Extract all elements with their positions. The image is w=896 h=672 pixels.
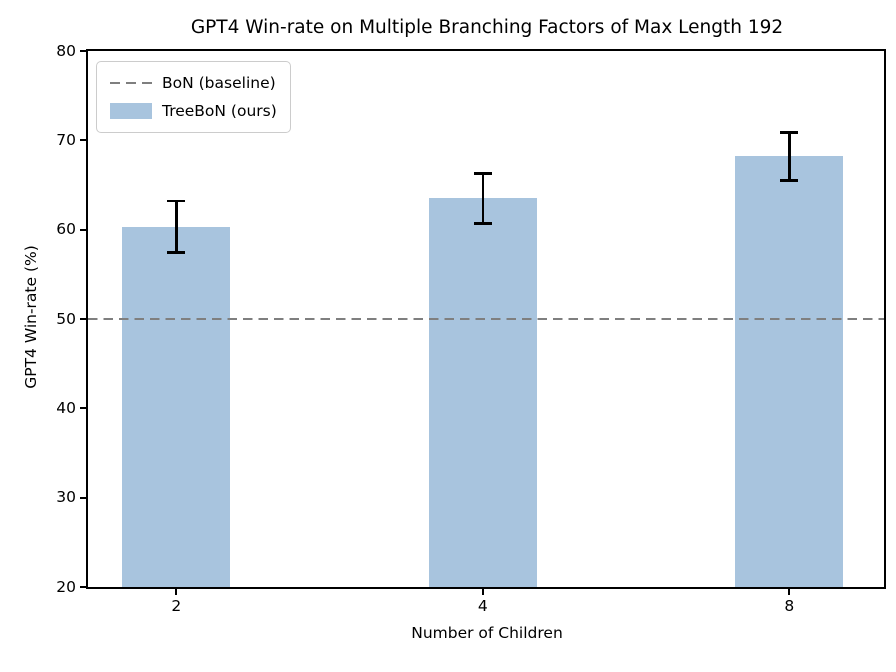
error-bar-cap-top (473, 171, 492, 175)
chart-title: GPT4 Win-rate on Multiple Branching Fact… (190, 17, 784, 38)
x-tick-label: 4 (477, 597, 488, 615)
legend-item-treebon: TreeBoN (ours) (110, 97, 277, 125)
error-bar-line (788, 132, 791, 181)
y-tick-mark (80, 139, 86, 142)
y-tick-mark (80, 228, 86, 231)
y-tick-mark (80, 407, 86, 410)
error-bar-cap-top (780, 130, 799, 134)
legend-label-bon: BoN (baseline) (162, 74, 276, 92)
y-tick-mark (80, 586, 86, 588)
baseline-dashed-line (88, 317, 884, 321)
y-tick-mark (80, 318, 86, 320)
x-axis-label: Number of Children (411, 624, 563, 642)
y-tick-label: 60 (56, 220, 76, 239)
y-tick-mark (80, 496, 86, 499)
error-bar-line (481, 173, 485, 224)
error-bar-line (175, 201, 178, 253)
legend-item-bon: BoN (baseline) (110, 69, 277, 97)
y-tick-mark (80, 50, 86, 52)
x-tick-label: 2 (171, 597, 182, 615)
bar (428, 198, 537, 587)
bar (122, 227, 231, 587)
dashed-line-swatch-icon (110, 81, 152, 85)
x-tick-mark (788, 589, 791, 595)
bar-color-swatch-icon (110, 103, 152, 119)
y-axis-label: GPT4 Win-rate (%) (22, 245, 40, 389)
error-bar-cap-top (167, 199, 186, 203)
legend-label-treebon: TreeBoN (ours) (162, 102, 277, 120)
y-tick-label: 30 (56, 488, 76, 507)
x-tick-mark (481, 589, 484, 595)
x-tick-mark (175, 589, 178, 595)
error-bar-cap-bottom (167, 251, 186, 255)
x-tick-label: 8 (784, 597, 795, 615)
y-tick-label: 40 (56, 398, 76, 417)
y-tick-label: 50 (56, 309, 76, 328)
y-tick-label: 70 (56, 130, 76, 149)
plot-area: BoN (baseline) TreeBoN (ours) 80 70 60 50 40… (56, 42, 886, 615)
error-bar-cap-bottom (780, 179, 799, 182)
y-tick-label: 80 (56, 41, 76, 60)
error-bar-cap-bottom (473, 222, 492, 225)
legend: BoN (baseline) TreeBoN (ours) (96, 61, 291, 133)
bar (735, 156, 844, 587)
y-tick-label: 20 (56, 577, 76, 596)
